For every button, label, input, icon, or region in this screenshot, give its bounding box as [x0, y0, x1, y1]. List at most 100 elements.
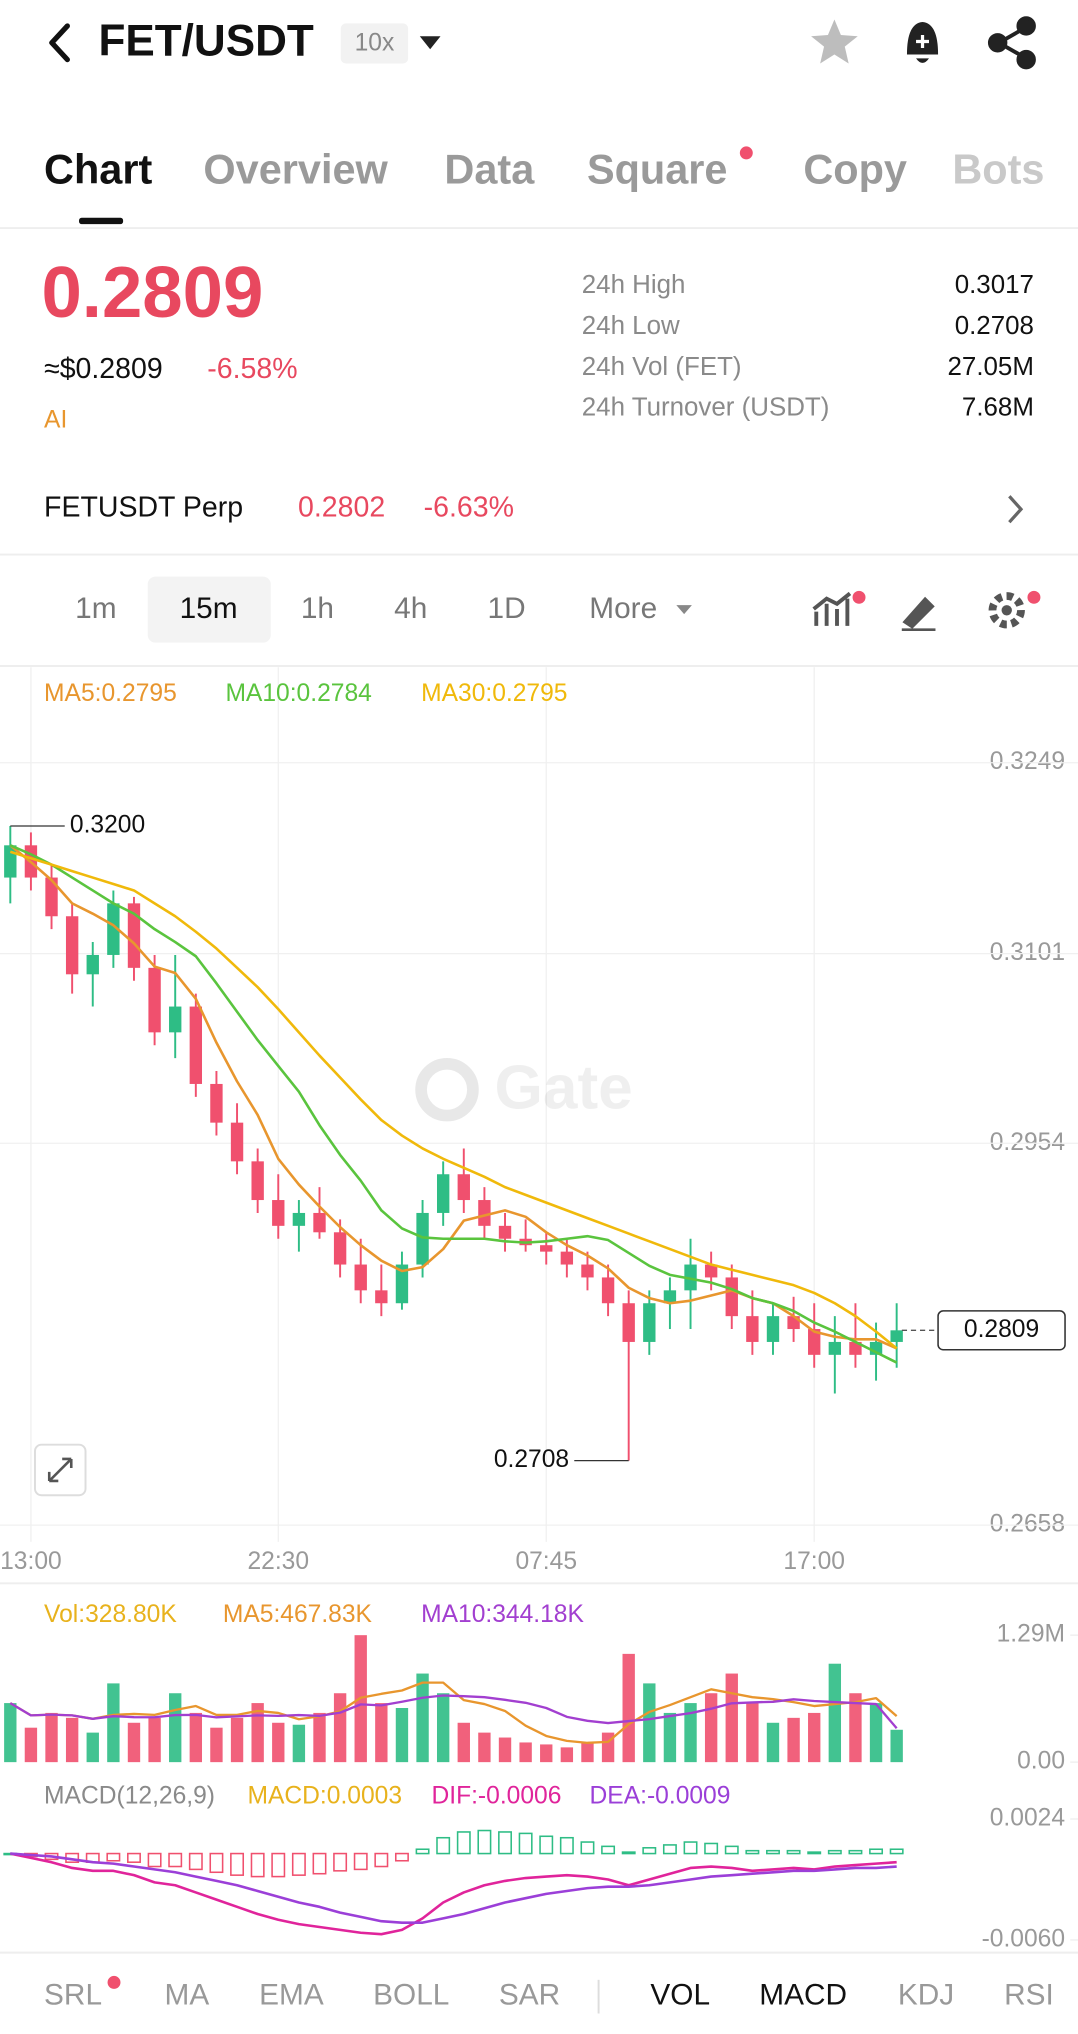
favorite-icon[interactable] — [811, 19, 858, 64]
interval[interactable]: 1m — [75, 592, 116, 625]
tab[interactable]: Square — [587, 145, 728, 192]
candle-body — [498, 1225, 512, 1239]
indicator-tab[interactable]: RSI — [1004, 1979, 1054, 2012]
interval-selected-bg — [147, 576, 271, 643]
volume-bar — [828, 1663, 842, 1763]
candle-body — [65, 916, 79, 975]
interval[interactable]: 15m — [180, 592, 238, 625]
indicator-tab[interactable]: EMA — [259, 1979, 324, 2012]
macd-bar — [250, 1852, 265, 1878]
indicator-tab[interactable]: BOLL — [373, 1979, 449, 2012]
pair-title: FET/USDT — [98, 17, 313, 66]
volume-bar — [169, 1693, 182, 1763]
volume-bar — [395, 1708, 409, 1763]
stat-label: 24h Vol (FET) — [582, 353, 742, 381]
candle-body — [251, 1161, 264, 1201]
volume-bar — [313, 1712, 326, 1763]
watermark: Gate — [494, 1054, 632, 1123]
volume-bar — [333, 1693, 347, 1763]
candle-body — [354, 1264, 367, 1291]
share-icon[interactable] — [987, 16, 1036, 70]
candle-body — [560, 1251, 574, 1265]
candle-body — [849, 1341, 862, 1355]
indicator-line — [9, 844, 898, 1364]
stat-label: 24h High — [582, 271, 686, 299]
macd-bar — [477, 1829, 492, 1855]
macd-bar — [291, 1852, 306, 1876]
indicator-tab[interactable]: SRL — [44, 1979, 102, 2012]
legend-entry: DIF:-0.0006 — [431, 1783, 561, 1810]
volume-bar — [622, 1653, 635, 1763]
indicator-tab[interactable]: SAR — [499, 1979, 560, 2012]
volume-label: Vol:328.80K — [44, 1601, 177, 1628]
perp-name[interactable]: FETUSDT Perp — [44, 492, 243, 524]
indicator-tab[interactable]: MA — [165, 1979, 210, 2012]
tab[interactable]: Data — [444, 145, 535, 192]
legend-entry: MA30:0.2795 — [421, 680, 567, 707]
candle-body — [272, 1200, 285, 1226]
back-button[interactable] — [49, 23, 70, 63]
candle-body — [333, 1232, 347, 1265]
draw-icon[interactable] — [901, 596, 936, 632]
tab[interactable]: Copy — [803, 145, 907, 192]
sector-tag[interactable]: AI — [44, 407, 67, 434]
candle-body — [828, 1341, 842, 1355]
stat-value: 27.05M — [948, 353, 1034, 381]
notification-dot — [739, 146, 753, 160]
settings-icon-center — [1001, 605, 1012, 616]
leverage-badge[interactable] — [340, 23, 409, 64]
indicator-line — [9, 850, 898, 1350]
chevron[interactable] — [1008, 495, 1024, 524]
volume-bar — [725, 1673, 738, 1763]
macd-bar — [188, 1852, 203, 1871]
candle-body — [210, 1083, 223, 1123]
dropdown-icon[interactable] — [419, 36, 441, 50]
candle-body — [746, 1316, 759, 1342]
volume-bar — [416, 1673, 429, 1763]
settings-icon[interactable] — [988, 592, 1025, 629]
volume-bar — [65, 1717, 79, 1763]
high-label: 0.3200 — [70, 811, 145, 838]
interval[interactable]: More — [589, 592, 657, 625]
volume-bar — [478, 1732, 491, 1763]
interval[interactable]: 4h — [394, 592, 427, 625]
volume-bar — [251, 1703, 264, 1763]
macd-bar — [642, 1847, 657, 1855]
indicator-line — [9, 1681, 898, 1745]
macd-bar — [580, 1841, 595, 1855]
alert-plus — [916, 35, 929, 48]
dropdown-icon[interactable] — [676, 605, 692, 615]
x-tick-label: 22:30 — [247, 1548, 309, 1575]
tab[interactable]: Overview — [203, 145, 388, 192]
tab[interactable]: Bots — [952, 145, 1044, 192]
macd-bar — [807, 1851, 822, 1855]
stat-label: 24h Low — [582, 312, 680, 340]
candle-body — [395, 1264, 409, 1304]
volume-bar — [540, 1744, 553, 1763]
volume-bar — [230, 1717, 244, 1763]
x-tick-label: 17:00 — [783, 1548, 845, 1575]
indicator-icon[interactable] — [812, 591, 852, 626]
macd-title: MACD(12,26,9) — [44, 1783, 215, 1810]
indicator-tab[interactable]: MACD — [759, 1979, 847, 2012]
candle-body — [622, 1303, 635, 1342]
macd-bar — [601, 1845, 616, 1855]
volume-bar — [210, 1727, 223, 1763]
indicator-tab[interactable]: VOL — [650, 1979, 710, 2012]
interval[interactable]: 1h — [301, 592, 334, 625]
y-tick-label: 0.00 — [1017, 1748, 1065, 1775]
y-tick-label: 0.0024 — [990, 1805, 1065, 1832]
volume-bar — [746, 1703, 759, 1763]
macd-bar — [662, 1844, 677, 1855]
candle-body — [478, 1200, 491, 1226]
last-price-tag: 0.2809 — [964, 1316, 1039, 1343]
macd-bar — [683, 1841, 698, 1855]
tab[interactable]: Chart — [44, 145, 152, 192]
watermark-logo — [415, 1057, 479, 1122]
interval[interactable]: 1D — [488, 592, 526, 625]
indicator-tab[interactable]: KDJ — [898, 1979, 954, 2012]
volume-bar — [581, 1742, 594, 1763]
macd-bar — [848, 1849, 863, 1855]
